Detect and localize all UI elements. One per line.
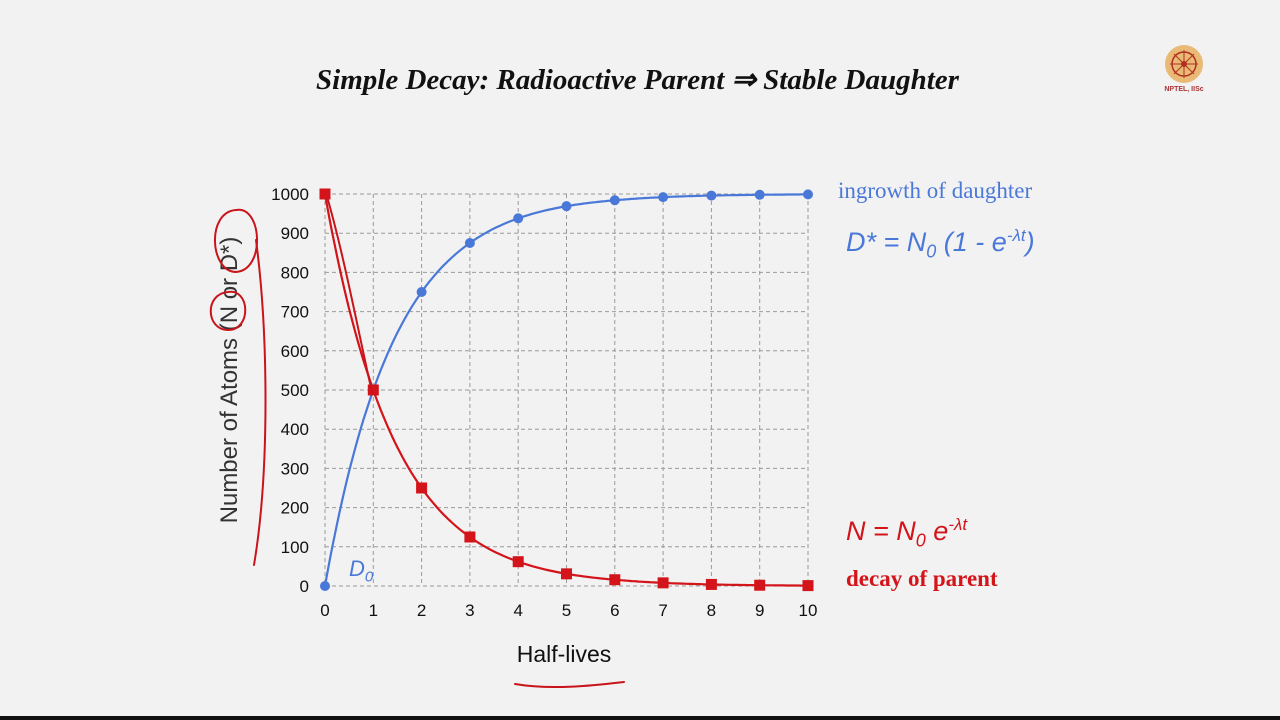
daughter-point (464, 238, 475, 248)
daughter-point (416, 287, 427, 297)
x-tick-label: 1 (369, 601, 378, 620)
parent-equation: N = N0 e-λt (846, 515, 968, 551)
y-tick-label: 0 (300, 577, 309, 596)
logo-caption: NPTEL, IISc (1164, 86, 1204, 93)
daughter-point (706, 190, 717, 201)
parent-point (657, 577, 669, 589)
x-axis-label: Half-lives (517, 641, 612, 667)
y-tick-label: 300 (281, 459, 309, 478)
daughter-equation: D* = N0 (1 - e-λt) (846, 226, 1035, 262)
slide-title: Simple Decay: Radioactive Parent ⇒ Stabl… (316, 64, 959, 96)
daughter-point (658, 192, 669, 203)
parent-point (609, 574, 621, 586)
daughter-point (561, 201, 572, 212)
parent-point (416, 482, 428, 494)
ink-circle-n (209, 290, 247, 332)
parent-label: decay of parent (846, 566, 998, 591)
y-tick-label: 100 (281, 538, 309, 557)
chart-markers (319, 188, 814, 592)
x-tick-label: 2 (417, 601, 426, 620)
parent-point (367, 384, 379, 396)
y-tick-label: 500 (281, 381, 309, 400)
x-axis-ticks: 0 1 2 3 4 5 6 7 8 9 10 (320, 601, 817, 620)
x-tick-label: 4 (513, 601, 522, 620)
y-axis-ticks: 0 100 200 300 400 500 600 700 800 900 1000 (271, 185, 309, 596)
nptel-logo (1165, 45, 1203, 83)
daughter-point (609, 195, 620, 206)
y-tick-label: 200 (281, 499, 309, 518)
y-tick-label: 1000 (271, 185, 309, 204)
parent-point (561, 568, 572, 580)
ink-curve-trace (327, 199, 373, 393)
y-tick-label: 800 (281, 263, 309, 282)
y-axis-label: Number of Atoms (N or D*) (216, 237, 243, 524)
x-tick-label: 10 (799, 601, 818, 620)
x-tick-label: 3 (465, 601, 474, 620)
parent-point (754, 579, 766, 591)
bottom-border (0, 716, 1280, 720)
ink-bracket (253, 239, 267, 566)
daughter-point (803, 189, 813, 200)
y-tick-label: 700 (281, 303, 309, 322)
parent-point (319, 188, 331, 200)
chart-grid (324, 193, 809, 587)
parent-point (802, 580, 814, 592)
x-tick-label: 9 (755, 601, 764, 620)
x-tick-label: 7 (658, 601, 667, 620)
y-tick-label: 400 (281, 420, 309, 439)
parent-point (512, 556, 524, 568)
y-tick-label: 900 (281, 224, 309, 243)
y-tick-label: 600 (281, 342, 309, 361)
parent-point (464, 531, 476, 543)
ink-circle-dstar (214, 208, 258, 274)
d0-label: D0 (349, 556, 374, 586)
parent-point (705, 578, 717, 590)
x-tick-label: 5 (562, 601, 571, 620)
x-tick-label: 0 (320, 601, 329, 620)
daughter-point (513, 213, 524, 224)
daughter-point (320, 581, 330, 591)
handwritten-annotations (209, 199, 625, 689)
daughter-point (754, 189, 765, 200)
daughter-label: ingrowth of daughter (838, 178, 1033, 203)
x-tick-label: 6 (610, 601, 619, 620)
x-tick-label: 8 (707, 601, 716, 620)
ink-underline-halflives (514, 681, 625, 689)
